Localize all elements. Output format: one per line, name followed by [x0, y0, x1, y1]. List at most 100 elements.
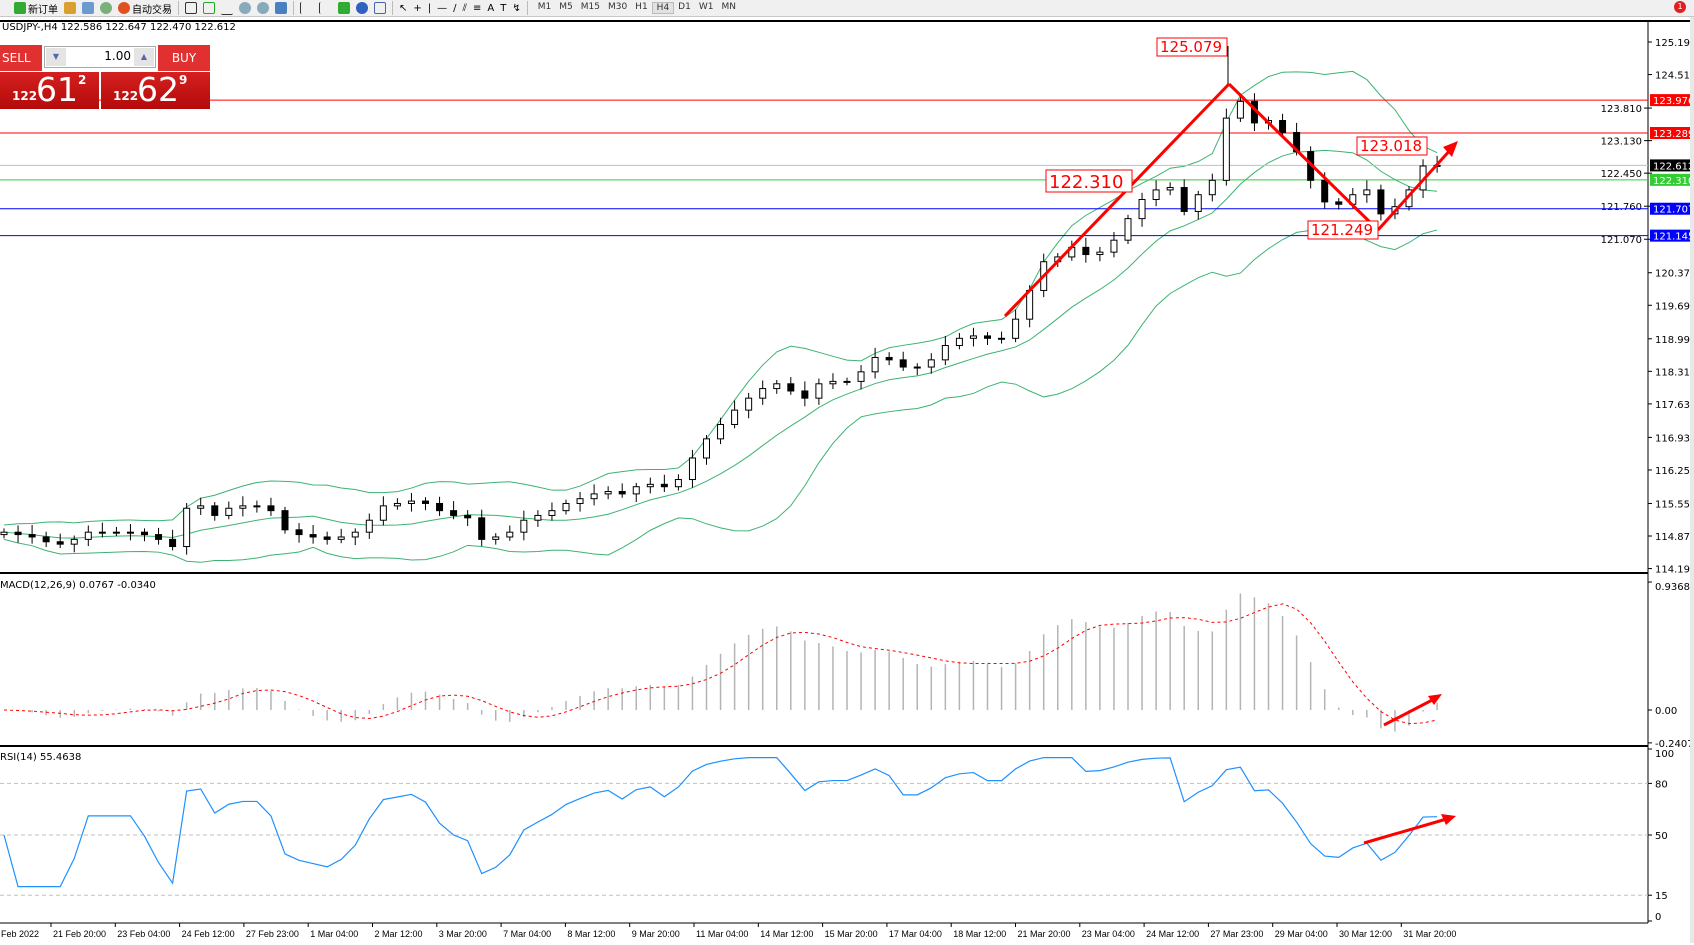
new-order-button[interactable]: 新订单 [14, 1, 58, 16]
candle-bull [337, 536, 345, 540]
candle-bear [422, 500, 429, 504]
timeframe-w1[interactable]: W1 [698, 2, 714, 12]
candle-bull [197, 505, 205, 509]
x-tick-label: 8 Mar 12:00 [567, 929, 615, 939]
auto-trading-icon [118, 2, 130, 14]
bar-chart-icon[interactable] [185, 2, 197, 14]
candle-chart-icon[interactable] [203, 2, 215, 14]
candle-bull [1124, 218, 1132, 241]
timeframe-mn[interactable]: MN [721, 2, 736, 12]
candle-bull [365, 519, 373, 533]
timeframe-m30[interactable]: M30 [607, 2, 628, 12]
x-tick-label: 11 Mar 04:00 [696, 929, 748, 939]
timeframe-m15[interactable]: M15 [580, 2, 600, 12]
indicators-icon[interactable] [338, 2, 350, 14]
candle-bull [843, 380, 851, 383]
macd-label: MACD(12,26,9) 0.0767 -0.0340 [0, 580, 156, 591]
rsi-arrow [1363, 816, 1451, 845]
candle-bear [1321, 179, 1329, 203]
candle-bull [70, 538, 78, 545]
timeframe-h1[interactable]: H1 [635, 2, 648, 12]
candle-bull [1208, 179, 1216, 196]
auto-trading-button[interactable]: 自动交易 [118, 1, 172, 16]
line-chart-icon[interactable] [221, 2, 233, 15]
zoom-in-icon[interactable] [239, 2, 251, 14]
annotation-label: 121.249 [1311, 221, 1373, 239]
lot-decrease-button[interactable]: ▼ [46, 48, 66, 66]
candle-bear [323, 536, 331, 540]
timeframe-h4[interactable]: H4 [651, 2, 675, 14]
buy-price-button[interactable]: 122 62 9 [101, 70, 210, 109]
candle-bull [1222, 117, 1230, 181]
candle-bull [913, 366, 921, 369]
terminal-icon[interactable] [82, 2, 94, 14]
divider [526, 1, 528, 15]
zoom-out-icon[interactable] [257, 2, 269, 14]
cursor-icon[interactable]: ↖ [399, 2, 408, 14]
text-icon[interactable]: A [487, 2, 495, 14]
annotation-box [1045, 169, 1133, 193]
templates-icon[interactable] [374, 2, 386, 14]
candle-bull [520, 519, 528, 533]
y-tick-label: 123.810 [1601, 104, 1642, 115]
chart-info: USDJPY-,H4 122.586 122.647 122.470 122.6… [2, 22, 236, 33]
price-label-bg [1650, 127, 1690, 140]
y-tick-label: 125.190 [1655, 38, 1690, 49]
notification-badge[interactable]: 1 [1674, 1, 1686, 13]
y-tick-label: 123.130 [1601, 137, 1642, 148]
lot-size-input[interactable]: ▼ 1.00 ▲ [44, 46, 156, 68]
sell-button[interactable]: SELL [0, 45, 42, 71]
timeframe-m5[interactable]: M5 [559, 2, 573, 12]
periods-icon[interactable] [356, 2, 368, 14]
bollinger-upper [3, 70, 1438, 526]
lot-increase-button[interactable]: ▲ [134, 48, 154, 66]
timeframe-bar: M1 M5 M15 M30 H1 H4 D1 W1 MN [534, 2, 740, 14]
timeframe-d1[interactable]: D1 [678, 2, 691, 12]
chart-shift-icon[interactable] [319, 2, 332, 14]
rsi-tick-label: 100 [1655, 749, 1674, 760]
timeframe-m1[interactable]: M1 [537, 2, 552, 12]
x-tick-label: 27 Mar 23:00 [1210, 929, 1263, 939]
candle-bull [0, 531, 8, 536]
text-label-icon[interactable]: T [500, 2, 507, 14]
annotation-box [1307, 220, 1379, 240]
trend-arrow-up [1376, 146, 1454, 232]
y-tick-label: 120.370 [1655, 269, 1690, 280]
x-tick-label: 24 Mar 12:00 [1146, 929, 1199, 939]
y-tick-label: 119.690 [1655, 301, 1690, 312]
bollinger-lower [3, 225, 1438, 563]
candle-bull [239, 505, 247, 509]
buy-price-pips: 62 [137, 70, 179, 109]
candle-bear [309, 534, 317, 538]
buy-button[interactable]: BUY [158, 45, 210, 71]
tile-windows-icon[interactable] [275, 2, 287, 14]
candle-bull [590, 493, 598, 500]
chart-canvas[interactable]: 125.190 124.510 123.810 123.130 122.450 121.7… [0, 22, 1690, 943]
fibonacci-icon[interactable]: ≡ [473, 2, 482, 14]
horizontal-line-icon[interactable]: — [437, 2, 448, 14]
candle-bear [660, 483, 668, 488]
lot-value[interactable]: 1.00 [104, 49, 131, 63]
trendline-icon[interactable]: / [453, 2, 457, 14]
macd-tick-label: 0.00 [1655, 706, 1677, 717]
crosshair-icon[interactable]: + [413, 2, 422, 14]
auto-scroll-icon[interactable] [300, 2, 313, 14]
price-label: 123.976 [1653, 96, 1690, 107]
navigator-icon[interactable] [64, 2, 76, 14]
sell-price-button[interactable]: 122 61 2 [0, 70, 99, 109]
rsi-tick-label: 15 [1655, 891, 1668, 902]
candle-bear [464, 514, 472, 519]
candle-bull [112, 531, 120, 534]
macd-tick-label: -0.2407 [1655, 739, 1690, 750]
x-tick-label: 23 Feb 04:00 [117, 929, 170, 939]
signal-icon[interactable] [100, 2, 112, 14]
candle-bull [548, 510, 556, 516]
x-tick-label: 14 Mar 12:00 [760, 929, 813, 939]
equidistant-channel-icon[interactable]: ⫽ [462, 2, 467, 14]
y-tick-label: 115.550 [1655, 499, 1690, 510]
divider [178, 1, 179, 15]
price-label-bg [1650, 173, 1690, 186]
vertical-line-icon[interactable]: | [427, 2, 432, 14]
y-tick-label: 117.630 [1655, 400, 1690, 411]
arrows-icon[interactable]: ↯ [512, 2, 521, 14]
